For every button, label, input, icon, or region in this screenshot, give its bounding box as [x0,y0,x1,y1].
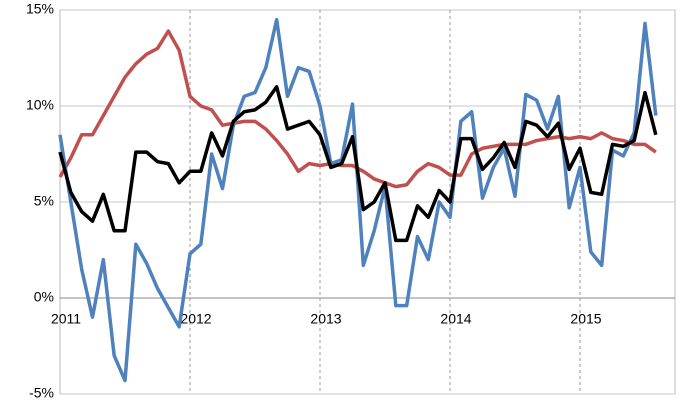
series-line [58,17,658,383]
y-tick-label: -5% [29,385,54,401]
x-tick-label: 2013 [310,311,341,327]
series-line [58,85,658,243]
x-tick-label: 2014 [440,311,471,327]
y-tick-label: 5% [34,193,54,209]
x-tick-label: 2012 [180,311,211,327]
x-tick-label: 2011 [51,311,81,327]
y-tick-label: 10% [26,97,54,113]
x-tick-label: 2015 [570,311,601,327]
y-tick-label: 15% [26,1,54,17]
y-tick-label: 0% [34,289,54,305]
